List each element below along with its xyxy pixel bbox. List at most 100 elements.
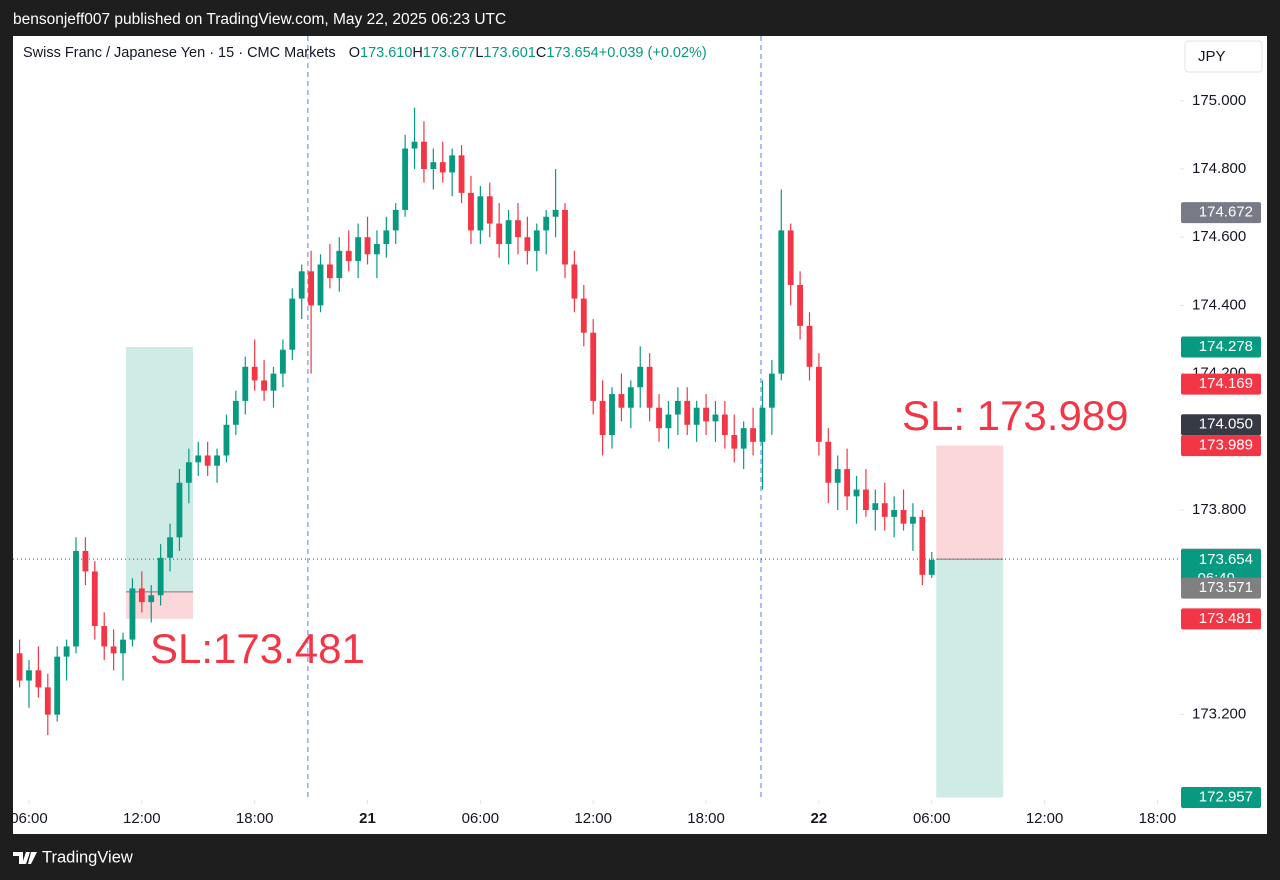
price-badge-label: 174.278 (1199, 338, 1253, 355)
x-tick-label: 18:00 (236, 810, 274, 827)
price-badge (1181, 336, 1261, 358)
candle-body (167, 537, 173, 558)
candle-body (326, 264, 333, 279)
price-badge (1181, 435, 1261, 457)
candle-body (872, 503, 879, 511)
candle-body (627, 387, 634, 408)
candle-body (421, 141, 427, 169)
candle-body (110, 646, 117, 654)
x-tick-label: 18:00 (687, 810, 725, 827)
legend-key: H (412, 45, 423, 61)
candle-body (656, 407, 662, 429)
candle-body (919, 516, 926, 575)
candle-body (900, 510, 907, 524)
candle-body (524, 237, 531, 251)
candle-body (646, 366, 653, 408)
x-tick-label: 21 (359, 810, 376, 827)
legend-value: 173.677 (422, 45, 476, 61)
candle-body (609, 394, 615, 435)
price-badge (1181, 787, 1261, 809)
candle-body (778, 230, 785, 374)
currency-box[interactable] (1184, 40, 1263, 73)
candle-body (759, 407, 766, 442)
candle-body (580, 298, 587, 333)
x-tick-label: 06:00 (10, 810, 48, 827)
candle-body (562, 209, 568, 265)
legend-key: C (535, 45, 547, 61)
currency[interactable]: JPY (1198, 48, 1226, 65)
candle-body (195, 455, 202, 463)
candle-body (928, 559, 935, 575)
x-tick-label: 06:00 (913, 810, 951, 827)
annotation: SL:173.481 (150, 625, 365, 672)
candle-body (731, 435, 738, 449)
candle-body (721, 414, 728, 435)
y-tick-label: 174.600 (1192, 228, 1246, 245)
price-badge-label: 173.481 (1199, 610, 1253, 627)
candle-body (674, 400, 681, 415)
candle-body (571, 264, 578, 299)
candle-body (383, 230, 390, 245)
chart-panel (13, 36, 1267, 834)
legend: Swiss Franc / Japanese Yen · 15 · CMC Ma… (23, 45, 707, 61)
candle-body (176, 482, 183, 538)
price-badge (1181, 202, 1261, 224)
candle-body (599, 400, 606, 435)
candle-body (91, 571, 98, 626)
candle-body (910, 516, 916, 524)
candle-body (336, 250, 343, 279)
candle-body (891, 510, 898, 517)
candle-body (129, 588, 136, 640)
candle-body (204, 455, 211, 466)
candle-body (797, 284, 804, 326)
candle-body (693, 407, 700, 425)
logo-icon (13, 852, 37, 864)
position-stop-zone (936, 445, 1004, 560)
candle-body (374, 244, 380, 255)
x-tick-label: 12:00 (123, 810, 161, 827)
candle-body (101, 625, 108, 647)
position-target-zone (936, 559, 1004, 798)
candle-body (214, 455, 220, 466)
price-badge-label: 173.989 (1199, 437, 1253, 454)
x-tick-label: 22 (811, 810, 828, 827)
candle-body (345, 250, 352, 262)
price-badge (1181, 414, 1261, 436)
candle-body (533, 230, 540, 251)
candle-body (787, 230, 794, 285)
annotation: SL: 173.989 (902, 392, 1129, 439)
candle-body (505, 220, 512, 245)
y-tick-label: 175.000 (1192, 92, 1246, 109)
candle-body (439, 162, 446, 173)
position-target-zone (126, 347, 193, 592)
candle-body (543, 216, 550, 231)
candle-body (712, 414, 719, 422)
candle-body (411, 141, 418, 149)
candle-body (289, 298, 296, 350)
candle-body (477, 196, 484, 231)
candle-body (684, 400, 691, 425)
candle-body (618, 394, 625, 408)
candle-body (815, 366, 822, 442)
price-badge (1181, 373, 1261, 395)
candle-body (844, 469, 851, 497)
price-badge-label: 174.050 (1199, 416, 1253, 433)
candle-body (665, 414, 672, 429)
overlay: 173.200173.800174.200174.400174.600174.8… (10, 92, 1261, 827)
x-tick-label: 06:00 (462, 810, 500, 827)
candle-body (16, 653, 23, 681)
footer-logo: TradingView (13, 848, 133, 866)
candle-body (148, 595, 155, 603)
candle-body (157, 557, 164, 596)
candle-body (449, 155, 456, 173)
candle-body (251, 366, 258, 381)
legend-change: +0.039 (+0.02%) (598, 45, 707, 61)
price-badge (1181, 608, 1261, 630)
symbol: Swiss Franc / Japanese Yen · 15 · CMC Ma… (23, 45, 336, 61)
candle-body (552, 209, 559, 217)
candle-body (703, 407, 709, 422)
candle-body (82, 550, 89, 572)
candle-body (279, 349, 286, 374)
candle-body (185, 462, 192, 483)
